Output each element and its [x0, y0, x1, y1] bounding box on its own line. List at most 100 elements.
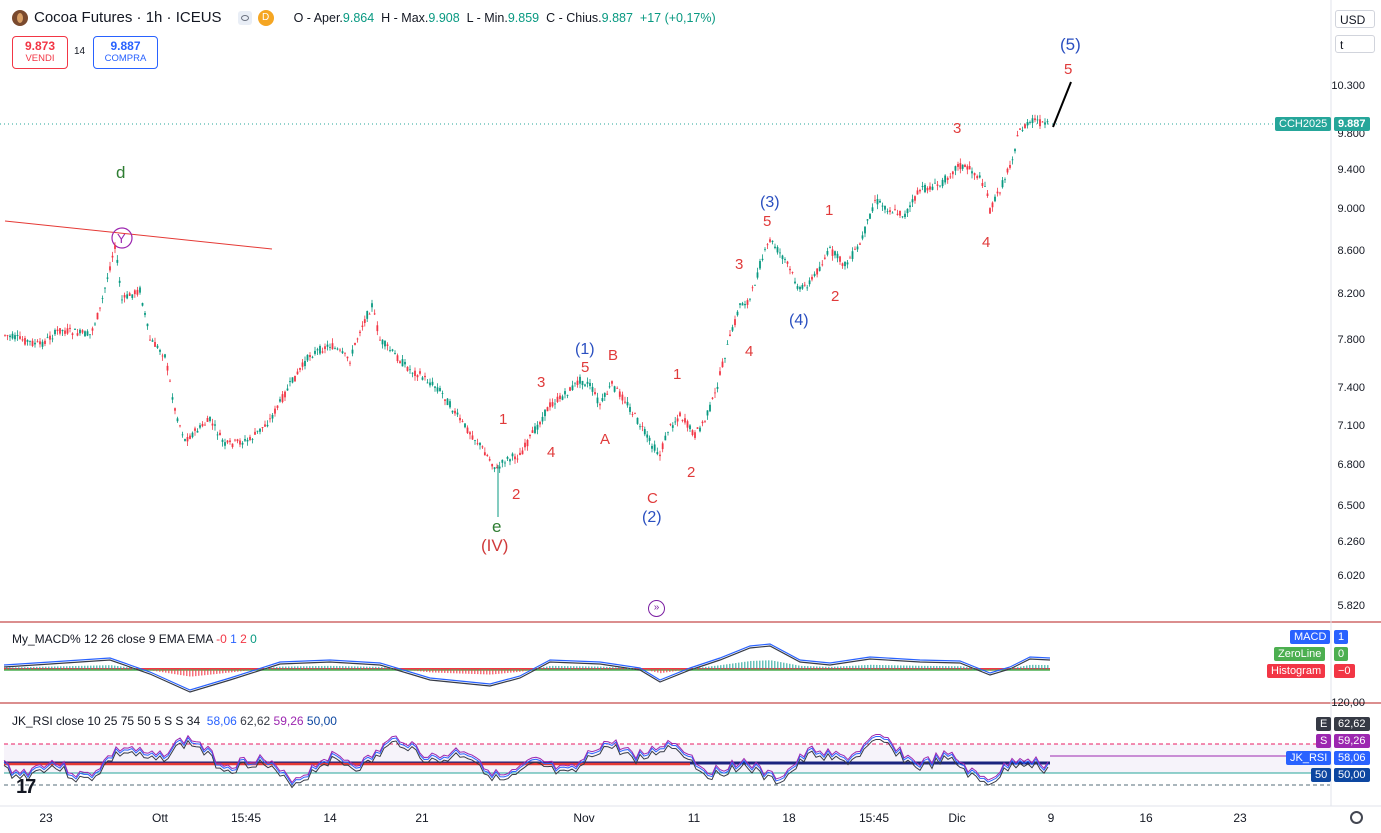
- macd-histogram-bar: [354, 666, 356, 670]
- candle-body: [579, 376, 581, 384]
- candle-body: [1019, 128, 1021, 130]
- symbol-title[interactable]: Cocoa Futures · 1h · ICEUS: [34, 9, 222, 26]
- macd-histogram-bar: [576, 666, 578, 670]
- candle-body: [406, 366, 409, 371]
- trend-line[interactable]: [4, 220, 273, 250]
- currency-select[interactable]: USD: [1335, 10, 1375, 28]
- candle-body: [841, 263, 844, 266]
- gear-icon[interactable]: [1350, 811, 1363, 824]
- price-tick: 8.600: [1337, 245, 1365, 257]
- wave-label-iv[interactable]: (IV): [481, 536, 509, 555]
- wave-label-3[interactable]: 3: [735, 256, 744, 273]
- wave-label-5-red[interactable]: 5: [1064, 61, 1073, 78]
- wave-label-4-blue[interactable]: (4): [789, 312, 809, 329]
- delayed-badge-icon[interactable]: D: [257, 9, 274, 26]
- candle-body: [51, 338, 54, 340]
- macd-histogram-bar: [384, 667, 386, 670]
- macd-title[interactable]: My_MACD% 12 26 close 9 EMA EMA -0 1 2 0: [12, 632, 257, 646]
- wave-label-2-blue[interactable]: (2): [642, 509, 662, 526]
- wave-label-5[interactable]: 5: [763, 213, 772, 230]
- wave-label-2[interactable]: 2: [831, 288, 840, 305]
- wave-label-1[interactable]: 1: [825, 202, 834, 219]
- candle-body: [559, 395, 561, 399]
- candle-body: [823, 257, 826, 259]
- time-tick: 23: [1233, 811, 1247, 825]
- candle-body: [796, 286, 799, 289]
- macd-histogram-bar: [36, 666, 38, 670]
- wave-label-1-blue[interactable]: (1): [575, 341, 595, 358]
- macd-histogram-bar: [762, 660, 764, 670]
- candle-body: [799, 286, 801, 290]
- wave-label-a[interactable]: A: [600, 431, 611, 448]
- rsi-title[interactable]: JK_RSI close 10 25 75 50 5 S S 34 58,06 …: [12, 714, 337, 728]
- wave-label-3-blue[interactable]: (3): [760, 194, 780, 211]
- macd-histogram-bar: [657, 669, 659, 673]
- macd-histogram-bar: [39, 666, 41, 670]
- macd-histogram-bar: [495, 669, 497, 675]
- eye-icon[interactable]: [237, 10, 252, 25]
- macd-histogram-bar: [678, 669, 680, 671]
- buy-button[interactable]: 9.887 COMPRA: [93, 36, 158, 69]
- macd-histogram-bar: [606, 666, 608, 670]
- wave-label-y[interactable]: Y: [117, 231, 126, 246]
- candle-body: [844, 261, 846, 267]
- macd-histogram-bar: [717, 665, 719, 670]
- candle-body: [759, 261, 761, 269]
- projection-line[interactable]: [1052, 81, 1072, 128]
- candle-body: [331, 343, 334, 350]
- candle-body: [399, 361, 401, 363]
- unit-select[interactable]: t: [1335, 35, 1375, 53]
- wave-label-5-blue[interactable]: (5): [1060, 35, 1081, 54]
- wave-label-2[interactable]: 2: [512, 486, 521, 503]
- macd-histogram-bar: [510, 669, 512, 673]
- scroll-to-realtime-icon[interactable]: »: [648, 600, 665, 617]
- candle-body: [184, 439, 186, 441]
- time-tick: 16: [1139, 811, 1153, 825]
- candle-body: [368, 313, 371, 315]
- macd-histogram-bar: [522, 669, 524, 672]
- wave-label-4[interactable]: 4: [547, 444, 556, 461]
- wave-label-3[interactable]: 3: [953, 120, 962, 137]
- wave-label-d[interactable]: d: [116, 163, 126, 182]
- macd-histogram-bar: [447, 669, 449, 674]
- wave-label-3[interactable]: 3: [537, 374, 546, 391]
- macd-histogram-bar: [816, 666, 818, 670]
- sell-button[interactable]: 9.873 VENDI: [12, 36, 68, 69]
- candle-body: [356, 338, 359, 340]
- wave-label-1[interactable]: 1: [673, 366, 682, 383]
- candle-body: [744, 303, 746, 306]
- candle-body: [813, 273, 816, 276]
- rsi-value-4: 50,00: [306, 714, 337, 728]
- candle-body: [601, 398, 604, 402]
- macd-histogram-bar: [915, 665, 917, 670]
- candle-body: [991, 202, 994, 208]
- candle-body: [366, 311, 369, 319]
- wave-label-4[interactable]: 4: [745, 343, 754, 360]
- candle-body: [784, 259, 786, 260]
- macd-histogram-bar: [984, 669, 986, 670]
- macd-histogram-bar: [945, 666, 947, 670]
- wave-label-5[interactable]: 5: [581, 359, 590, 376]
- tradingview-logo-icon[interactable]: 17: [16, 776, 36, 798]
- macd-histogram-bar: [108, 665, 110, 670]
- macd-histogram-bar: [162, 669, 164, 673]
- macd-histogram-bar: [627, 667, 629, 670]
- wave-label-4[interactable]: 4: [982, 234, 991, 251]
- candle-body: [284, 391, 286, 398]
- candle-body: [311, 356, 314, 358]
- macd-histogram-bar: [261, 668, 263, 670]
- wave-y-circle[interactable]: [111, 227, 133, 249]
- wave-label-b[interactable]: B: [608, 347, 619, 364]
- rsi-s-tag-label: S: [1316, 734, 1332, 748]
- candle-body: [31, 340, 34, 346]
- wave-label-1[interactable]: 1: [499, 411, 508, 428]
- wave-label-2[interactable]: 2: [687, 464, 696, 481]
- candle-body: [24, 338, 26, 345]
- macd-histogram-bar: [201, 669, 203, 676]
- wave-label-c[interactable]: C: [647, 490, 658, 507]
- wave-label-e[interactable]: e: [492, 517, 502, 536]
- candle-body: [656, 452, 659, 455]
- candle-body: [194, 428, 196, 431]
- macd-histogram-bar: [840, 666, 842, 670]
